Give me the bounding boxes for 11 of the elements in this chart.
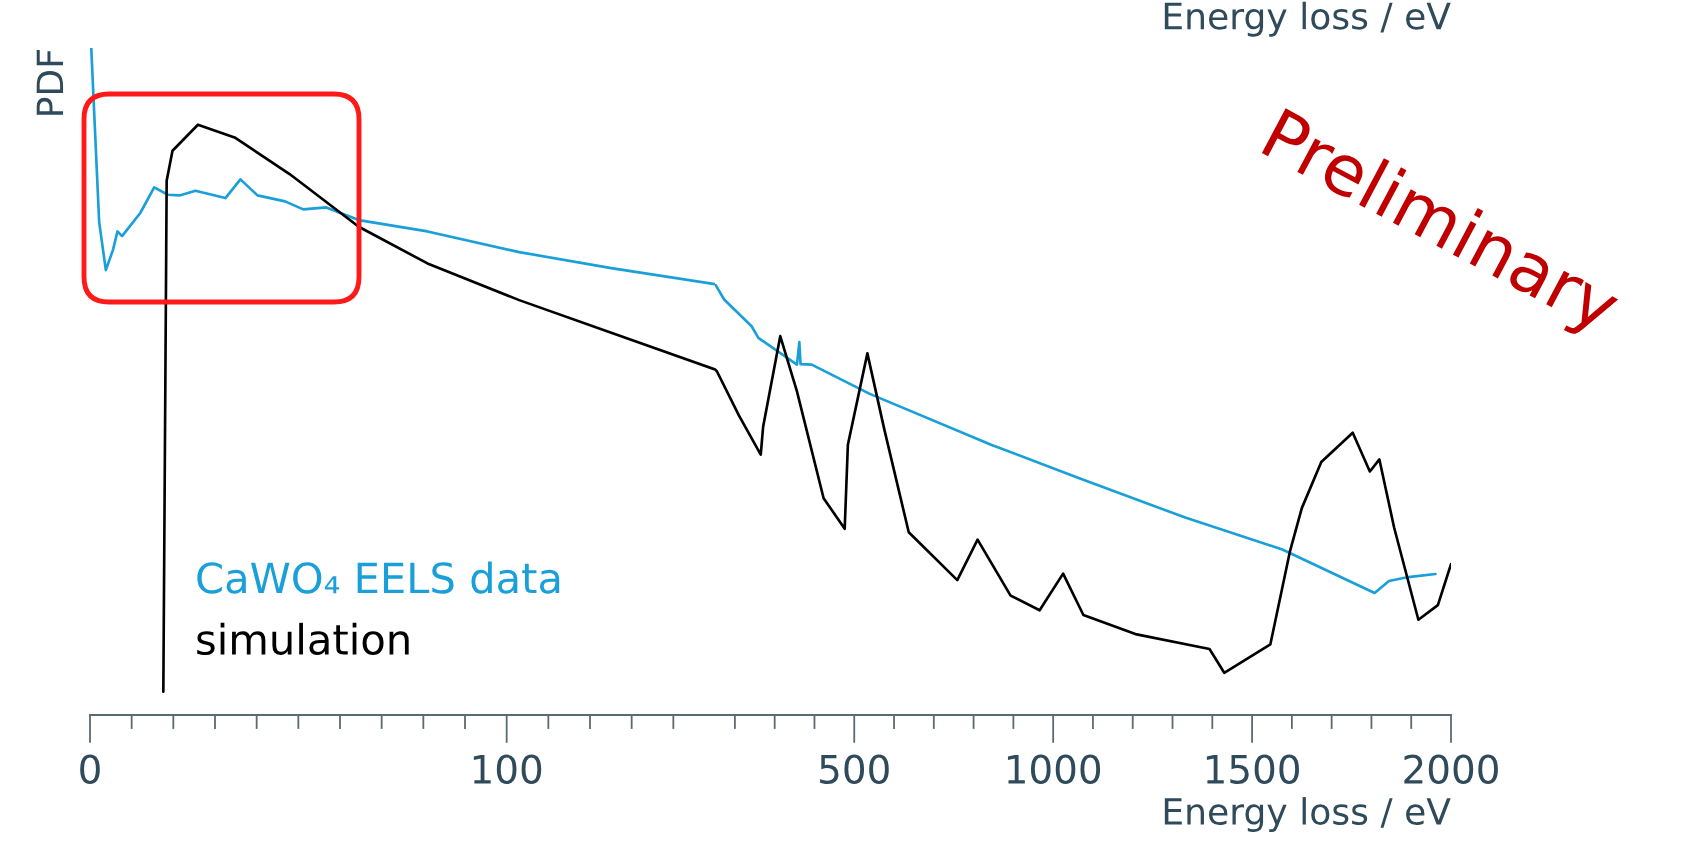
x-tick-label: 500 [820,754,889,784]
text: Energy loss / eV [1164,1,1451,37]
y-axis-title: PDF [36,50,64,115]
x-tick-label: 100 [473,754,542,784]
x-tick-label: 1000 [1007,754,1101,784]
text: CaWO₄ EELS data [197,561,560,594]
x-tick-label: 2000 [1404,754,1498,784]
series-label: simulation [197,622,409,656]
x-tick-label: 1500 [1206,754,1299,784]
x-axis-title: Energy loss / eV [1164,797,1451,833]
x-tick-label: 0 [80,754,100,784]
